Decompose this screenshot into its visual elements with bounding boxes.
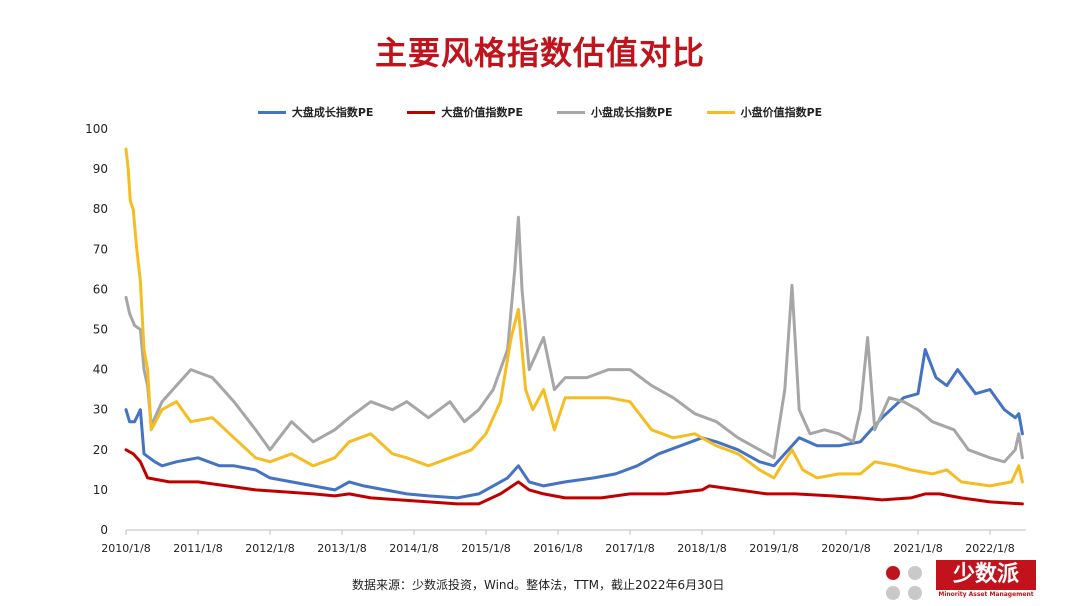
- y-tick-label: 10: [93, 483, 108, 497]
- legend-label-large-value: 大盘价值指数PE: [441, 106, 523, 119]
- x-tick-label: 2016/1/8: [533, 542, 582, 555]
- x-tick-label: 2022/1/8: [965, 542, 1014, 555]
- x-tick-label: 2011/1/8: [173, 542, 222, 555]
- legend-item-small-value: 小盘价值指数PE: [706, 104, 823, 120]
- series-line-1: [124, 448, 1024, 506]
- data-source-note: 数据来源：少数派投资，Wind。整体法，TTM，截止2022年6月30日: [352, 578, 725, 592]
- logo-dots-icon: [886, 566, 930, 600]
- legend-label-small-value: 小盘价值指数PE: [740, 106, 823, 119]
- chart-legend: 大盘成长指数PE 大盘价值指数PE 小盘成长指数PE 小盘价值指数PE: [0, 104, 1080, 120]
- legend-item-small-growth: 小盘成长指数PE: [557, 104, 673, 120]
- legend-swatch-large-value: [407, 110, 436, 114]
- y-tick-label: 30: [93, 403, 108, 417]
- legend-swatch-small-growth: [557, 110, 585, 114]
- y-tick-label: 80: [93, 202, 108, 216]
- y-tick-label: 40: [93, 363, 108, 377]
- x-tick-label: 2012/1/8: [245, 542, 294, 555]
- y-tick-label: 0: [100, 523, 108, 537]
- legend-swatch-large-growth: [257, 110, 286, 114]
- company-logo: 少数派 Minority Asset Management: [878, 560, 1038, 604]
- x-tick-label: 2017/1/8: [605, 542, 654, 555]
- y-tick-label: 60: [93, 282, 108, 296]
- legend-item-large-growth: 大盘成长指数PE: [257, 104, 374, 120]
- series-line-0: [124, 348, 1024, 500]
- x-tick-label: 2014/1/8: [389, 542, 438, 555]
- y-tick-label: 70: [93, 242, 108, 256]
- x-tick-label: 2021/1/8: [893, 542, 942, 555]
- y-tick-label: 90: [93, 162, 108, 176]
- x-tick-label: 2018/1/8: [677, 542, 726, 555]
- x-tick-label: 2020/1/8: [821, 542, 870, 555]
- series-line-3: [124, 147, 1024, 488]
- logo-subtitle: Minority Asset Management: [938, 591, 1034, 598]
- legend-swatch-small-value: [706, 110, 735, 114]
- legend-label-large-growth: 大盘成长指数PE: [291, 106, 374, 119]
- x-tick-label: 2013/1/8: [317, 542, 366, 555]
- legend-label-small-growth: 小盘成长指数PE: [591, 106, 673, 119]
- legend-item-large-value: 大盘价值指数PE: [407, 104, 523, 120]
- x-tick-label: 2010/1/8: [101, 542, 150, 555]
- y-tick-label: 50: [93, 323, 108, 337]
- y-tick-label: 100: [85, 122, 108, 136]
- x-tick-label: 2015/1/8: [461, 542, 510, 555]
- logo-text: 少数派: [936, 560, 1036, 590]
- y-tick-label: 20: [93, 443, 108, 457]
- series-line-2: [124, 215, 1024, 464]
- x-tick-label: 2019/1/8: [749, 542, 798, 555]
- page-title: 主要风格指数估值对比: [374, 34, 705, 72]
